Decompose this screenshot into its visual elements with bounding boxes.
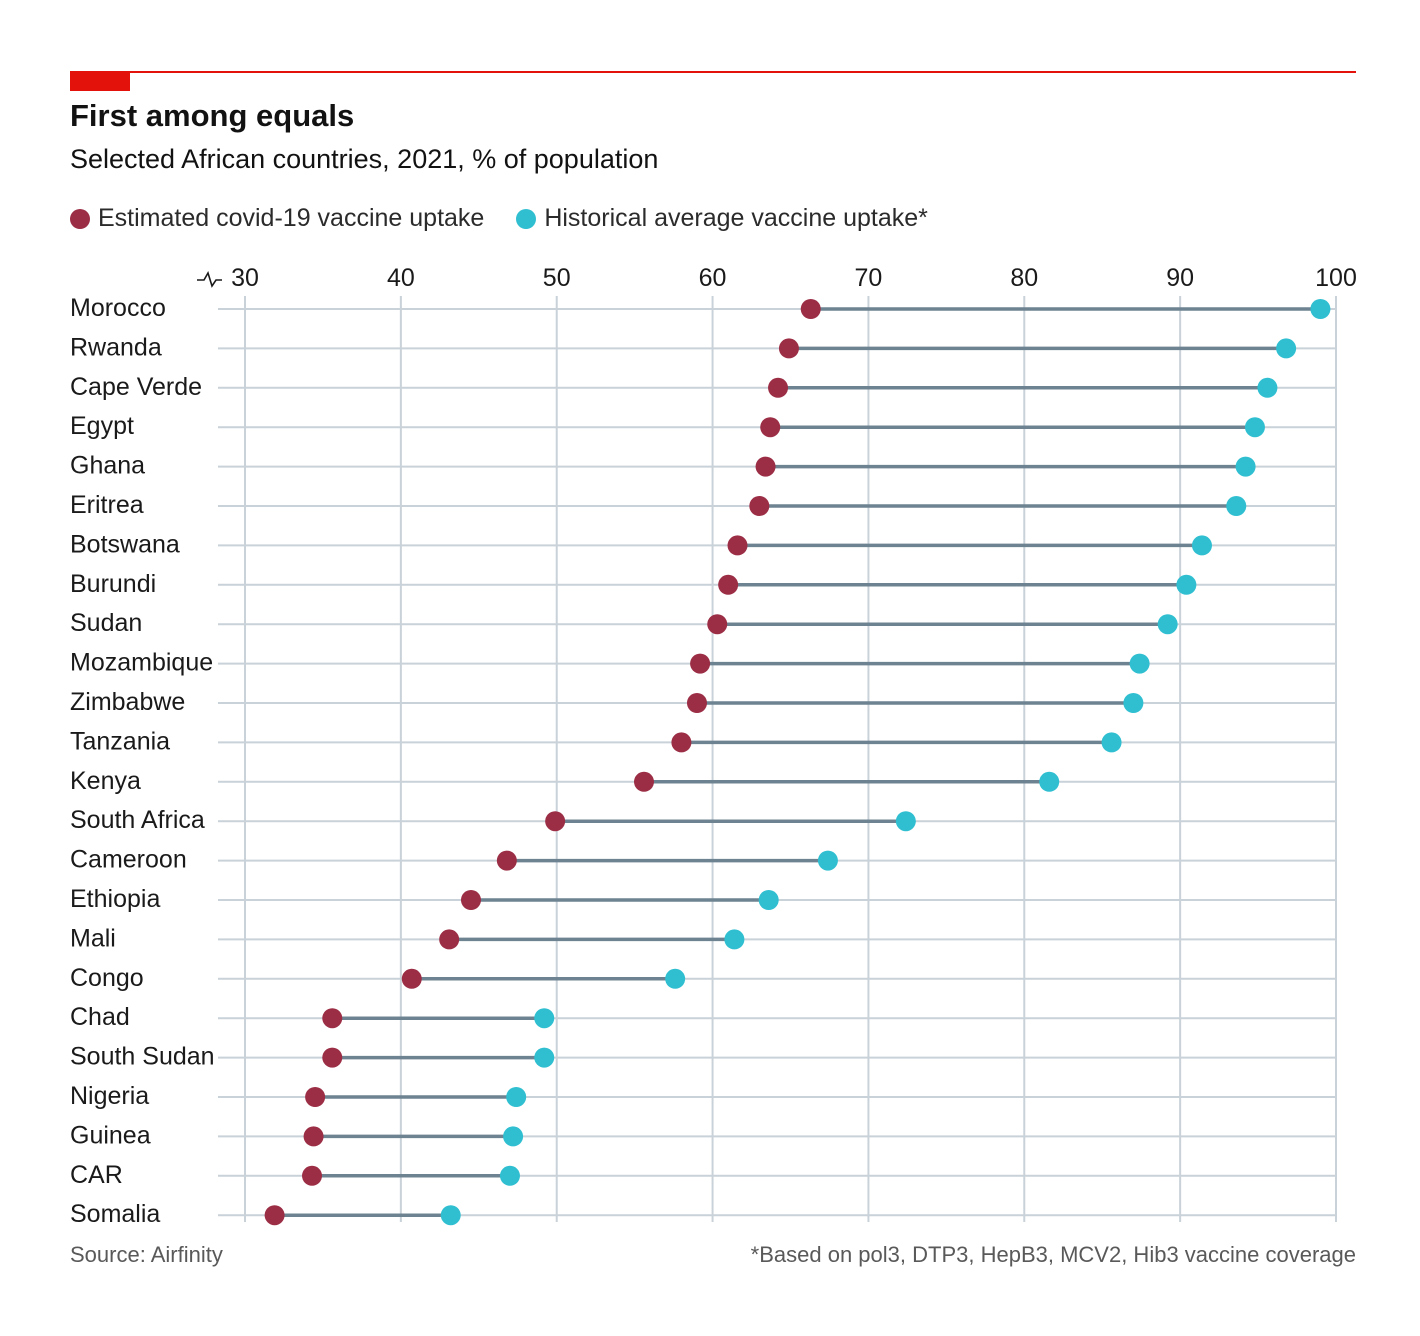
historical-dot-morocco bbox=[1310, 299, 1331, 319]
category-label-botswana: Botswana bbox=[70, 530, 180, 558]
historical-dot-mali bbox=[724, 929, 745, 950]
historical-dot-congo bbox=[665, 968, 686, 989]
category-label-guinea: Guinea bbox=[70, 1121, 151, 1149]
historical-dot-botswana bbox=[1191, 535, 1212, 556]
tick-label-90: 90 bbox=[1166, 264, 1194, 292]
covid-dot-morocco bbox=[800, 299, 821, 319]
tick-label-100: 100 bbox=[1315, 264, 1357, 292]
source-note: Source: Airfinity bbox=[70, 1242, 223, 1267]
tick-label-40: 40 bbox=[387, 264, 415, 292]
historical-dot-eritrea bbox=[1226, 496, 1247, 516]
covid-dot-somalia bbox=[264, 1205, 285, 1226]
tick-label-70: 70 bbox=[855, 264, 883, 292]
legend-label-historical: Historical average vaccine uptake* bbox=[544, 204, 928, 232]
covid-dot-mali bbox=[439, 929, 460, 950]
covid-dot-mozambique bbox=[690, 653, 711, 674]
covid-dot-zimbabwe bbox=[686, 693, 707, 713]
category-label-kenya: Kenya bbox=[70, 767, 141, 795]
historical-dot-sudan bbox=[1157, 614, 1178, 635]
historical-dot-zimbabwe bbox=[1123, 693, 1144, 713]
historical-dot-burundi bbox=[1176, 574, 1197, 595]
historical-dot-mozambique bbox=[1129, 653, 1150, 674]
category-label-tanzania: Tanzania bbox=[70, 727, 170, 755]
chart-subtitle: Selected African countries, 2021, % of p… bbox=[70, 144, 659, 174]
category-label-cape-verde: Cape Verde bbox=[70, 373, 202, 401]
category-label-egypt: Egypt bbox=[70, 412, 134, 440]
category-label-rwanda: Rwanda bbox=[70, 333, 162, 361]
historical-dot-ethiopia bbox=[758, 890, 779, 910]
category-label-morocco: Morocco bbox=[70, 294, 166, 322]
covid-dot-south-sudan bbox=[322, 1047, 343, 1068]
covid-dot-chad bbox=[322, 1008, 343, 1029]
category-label-south-sudan: South Sudan bbox=[70, 1043, 215, 1071]
covid-dot-botswana bbox=[727, 535, 748, 556]
historical-dot-chad bbox=[534, 1008, 555, 1029]
covid-dot-car bbox=[302, 1165, 323, 1186]
historical-dot-tanzania bbox=[1101, 732, 1122, 753]
legend: Estimated covid-19 vaccine uptake Histor… bbox=[70, 204, 960, 233]
historical-dot-cape-verde bbox=[1257, 377, 1278, 398]
category-label-mali: Mali bbox=[70, 924, 116, 952]
brand-tag bbox=[70, 71, 130, 91]
covid-dot-kenya bbox=[633, 771, 654, 792]
covid-dot-south-africa bbox=[545, 811, 566, 832]
legend-dot-covid bbox=[70, 208, 90, 229]
historical-dot-kenya bbox=[1039, 771, 1060, 792]
historical-dot-cameroon bbox=[817, 850, 838, 871]
covid-dot-nigeria bbox=[305, 1087, 326, 1107]
chart-title: First among equals bbox=[70, 98, 355, 133]
covid-dot-ghana bbox=[755, 456, 776, 477]
axis-break-icon bbox=[197, 270, 222, 288]
tick-label-30: 30 bbox=[231, 264, 259, 292]
category-label-nigeria: Nigeria bbox=[70, 1082, 149, 1110]
legend-item-covid: Estimated covid-19 vaccine uptake bbox=[70, 204, 484, 233]
covid-dot-congo bbox=[401, 968, 422, 989]
category-label-sudan: Sudan bbox=[70, 609, 142, 637]
category-label-car: CAR bbox=[70, 1161, 123, 1189]
historical-dot-ghana bbox=[1235, 456, 1256, 477]
category-label-eritrea: Eritrea bbox=[70, 491, 144, 519]
covid-dot-ethiopia bbox=[460, 890, 481, 910]
category-label-ethiopia: Ethiopia bbox=[70, 885, 160, 913]
covid-dot-cape-verde bbox=[768, 377, 789, 398]
covid-dot-cameroon bbox=[496, 850, 517, 871]
historical-dot-guinea bbox=[503, 1126, 524, 1147]
covid-dot-burundi bbox=[718, 574, 739, 595]
historical-dot-south-sudan bbox=[534, 1047, 555, 1068]
covid-dot-tanzania bbox=[671, 732, 692, 753]
tick-label-50: 50 bbox=[543, 264, 571, 292]
category-label-somalia: Somalia bbox=[70, 1200, 160, 1228]
category-label-cameroon: Cameroon bbox=[70, 846, 187, 874]
historical-dot-nigeria bbox=[506, 1087, 527, 1107]
covid-dot-eritrea bbox=[749, 496, 770, 516]
historical-dot-car bbox=[499, 1165, 520, 1186]
historical-dot-somalia bbox=[440, 1205, 461, 1226]
category-label-congo: Congo bbox=[70, 964, 144, 992]
historical-dot-rwanda bbox=[1276, 338, 1297, 359]
tick-label-80: 80 bbox=[1010, 264, 1038, 292]
historical-dot-south-africa bbox=[895, 811, 916, 832]
covid-dot-sudan bbox=[707, 614, 728, 635]
legend-item-historical: Historical average vaccine uptake* bbox=[516, 204, 928, 233]
category-label-burundi: Burundi bbox=[70, 570, 156, 598]
covid-dot-guinea bbox=[303, 1126, 324, 1147]
footnote: *Based on pol3, DTP3, HepB3, MCV2, Hib3 … bbox=[750, 1242, 1356, 1267]
legend-label-covid: Estimated covid-19 vaccine uptake bbox=[98, 204, 485, 232]
historical-dot-egypt bbox=[1244, 417, 1265, 438]
legend-dot-historical bbox=[516, 208, 537, 229]
tick-label-60: 60 bbox=[699, 264, 727, 292]
category-label-ghana: Ghana bbox=[70, 452, 145, 480]
covid-dot-egypt bbox=[760, 417, 781, 438]
covid-dot-rwanda bbox=[778, 338, 799, 359]
category-label-south-africa: South Africa bbox=[70, 806, 205, 834]
top-rule bbox=[70, 71, 1356, 73]
category-label-chad: Chad bbox=[70, 1003, 130, 1031]
category-label-mozambique: Mozambique bbox=[70, 649, 213, 677]
category-label-zimbabwe: Zimbabwe bbox=[70, 688, 185, 716]
